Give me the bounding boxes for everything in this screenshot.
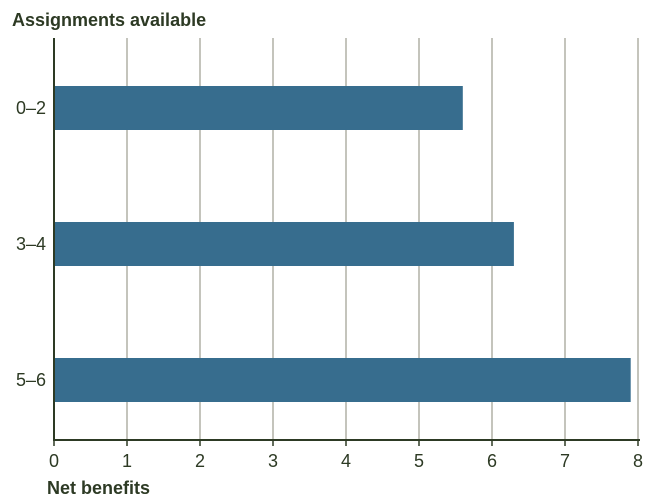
category-labels: 0–2 3–4 5–6 xyxy=(16,98,46,390)
x-tick-label: 0 xyxy=(49,451,59,471)
bars xyxy=(54,86,631,402)
category-label: 0–2 xyxy=(16,98,46,118)
category-label: 5–6 xyxy=(16,370,46,390)
x-tick-label: 1 xyxy=(122,451,132,471)
x-tick-label: 7 xyxy=(560,451,570,471)
bar-2 xyxy=(54,358,631,402)
x-tick-label: 6 xyxy=(487,451,497,471)
bar-1 xyxy=(54,222,514,266)
x-tick-labels: 0 1 2 3 4 5 6 7 8 xyxy=(49,440,643,471)
x-tick-label: 5 xyxy=(414,451,424,471)
x-axis-label: Net benefits xyxy=(47,478,150,498)
bar-0 xyxy=(54,86,463,130)
x-tick-label: 3 xyxy=(268,451,278,471)
x-tick-label: 4 xyxy=(341,451,351,471)
category-label: 3–4 xyxy=(16,234,46,254)
x-tick-label: 8 xyxy=(633,451,643,471)
y-axis-label: Assignments available xyxy=(12,10,206,30)
x-tick-label: 2 xyxy=(195,451,205,471)
